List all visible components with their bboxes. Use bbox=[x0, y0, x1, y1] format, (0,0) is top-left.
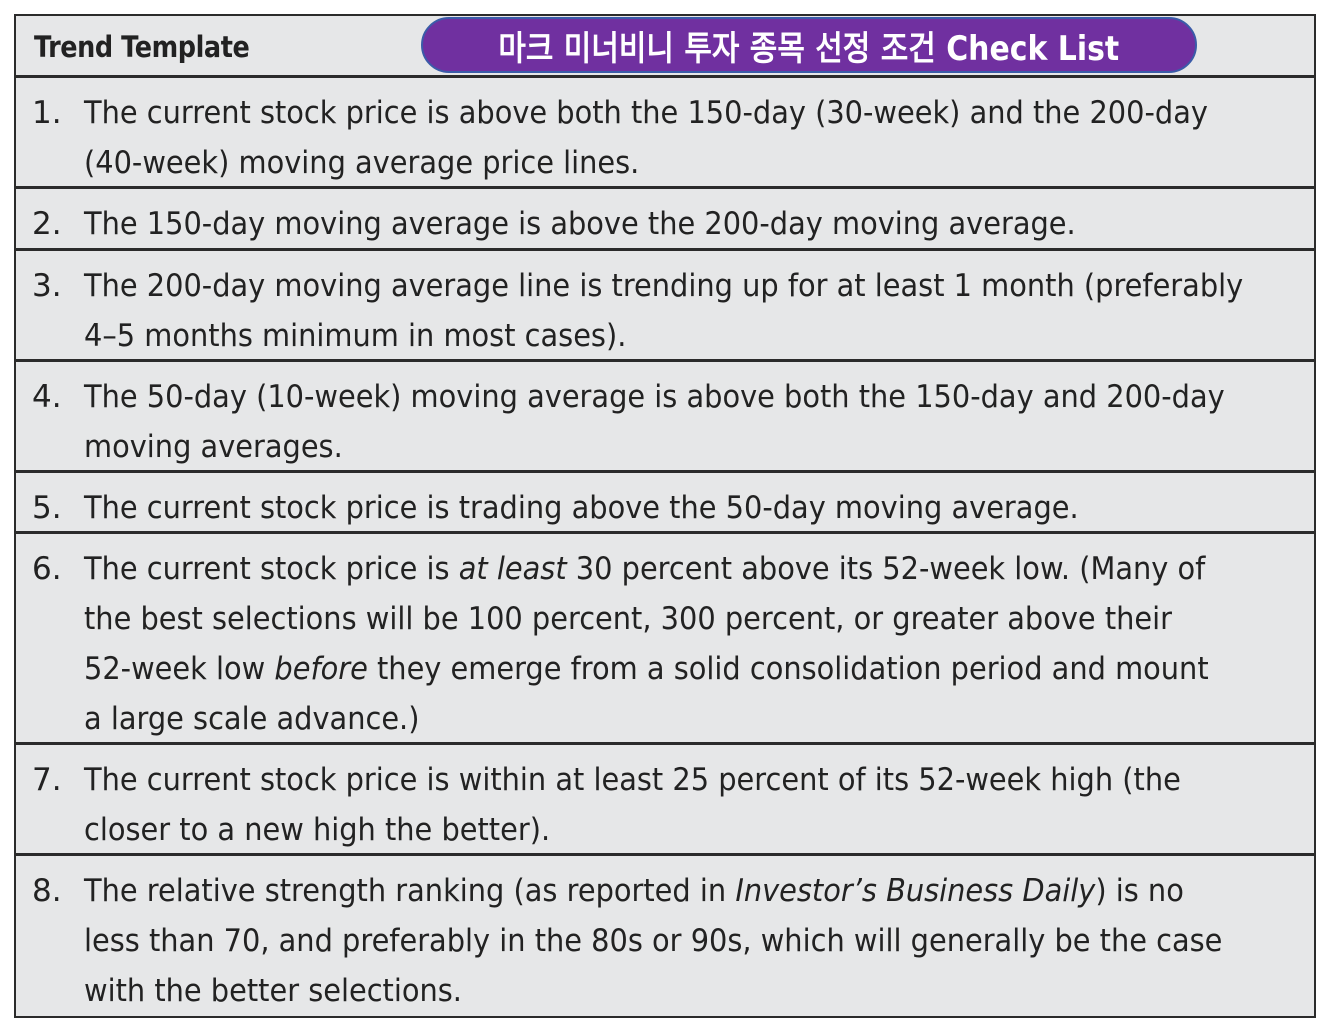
criterion-text: The 50-day (10-week) moving average is a… bbox=[84, 372, 1237, 472]
criterion-emphasis: at least bbox=[458, 551, 567, 587]
criterion-text: The 200-day moving average line is trend… bbox=[84, 261, 1244, 361]
criterion-line: 4–5 months minimum in most cases). bbox=[84, 318, 627, 354]
criterion-row-4: 4. The 50-day (10-week) moving average i… bbox=[16, 362, 1314, 473]
criterion-line: less than 70, and preferably in the 80s … bbox=[84, 923, 1223, 959]
criterion-text-segment: ) is no bbox=[1095, 873, 1184, 909]
criterion-emphasis: Investor’s Business Daily bbox=[735, 873, 1096, 909]
criterion-line: a large scale advance.) bbox=[84, 701, 420, 737]
criterion-line: The relative strength ranking (as report… bbox=[84, 866, 1237, 916]
table-header: Trend Template 마크 미너비니 투자 종목 선정 조건 Check… bbox=[16, 16, 1314, 78]
criterion-row-6: 6. The current stock price is at least 3… bbox=[16, 534, 1314, 745]
criterion-row-8: 8. The relative strength ranking (as rep… bbox=[16, 856, 1314, 1016]
checklist-title-text: 마크 미너비니 투자 종목 선정 조건 Check List bbox=[498, 28, 1120, 69]
criterion-line: The current stock price is trading above… bbox=[84, 490, 1079, 526]
criterion-number: 1. bbox=[32, 95, 62, 131]
criterion-line: the best selections will be 100 percent,… bbox=[84, 601, 1173, 637]
criterion-line: The 150-day moving average is above the … bbox=[84, 206, 1076, 242]
criterion-number: 5. bbox=[32, 490, 62, 526]
criterion-line: (40-week) moving average price lines. bbox=[84, 145, 640, 181]
criterion-row-3: 3. The 200-day moving average line is tr… bbox=[16, 251, 1314, 362]
criterion-text-segment: The current stock price is bbox=[84, 551, 459, 587]
table-title: Trend Template bbox=[34, 30, 250, 64]
criterion-line: The current stock price is within at lea… bbox=[84, 762, 1181, 798]
criterion-text-segment: 30 percent above its 52-week low. (Many … bbox=[566, 551, 1206, 587]
criterion-number: 4. bbox=[32, 379, 62, 415]
criterion-line: 52-week low before they emerge from a so… bbox=[84, 644, 1237, 694]
trend-template-table: Trend Template 마크 미너비니 투자 종목 선정 조건 Check… bbox=[14, 14, 1316, 1018]
criterion-row-1: 1. The current stock price is above both… bbox=[16, 78, 1314, 189]
criterion-text-segment: 52-week low bbox=[84, 651, 275, 687]
criterion-line: The current stock price is at least 30 p… bbox=[84, 544, 1237, 594]
criterion-row-5: 5. The current stock price is trading ab… bbox=[16, 473, 1314, 534]
criterion-row-7: 7. The current stock price is within at … bbox=[16, 745, 1314, 856]
criterion-emphasis: before bbox=[274, 651, 368, 687]
criterion-text: The current stock price is within at lea… bbox=[84, 755, 1237, 855]
criterion-number: 8. bbox=[32, 873, 62, 909]
criterion-number: 2. bbox=[32, 206, 62, 242]
criterion-number: 7. bbox=[32, 762, 62, 798]
criterion-line: The 200-day moving average line is trend… bbox=[84, 268, 1244, 304]
criterion-row-2: 2. The 150-day moving average is above t… bbox=[16, 189, 1314, 251]
criterion-line: with the better selections. bbox=[84, 973, 462, 1009]
criterion-line: The current stock price is above both th… bbox=[84, 95, 1208, 131]
criterion-text: The 150-day moving average is above the … bbox=[84, 199, 1237, 249]
criterion-number: 6. bbox=[32, 551, 62, 587]
criterion-text: The current stock price is trading above… bbox=[84, 483, 1237, 533]
criterion-text: The current stock price is at least 30 p… bbox=[84, 544, 1237, 744]
criterion-number: 3. bbox=[32, 268, 62, 304]
criterion-text-segment: The relative strength ranking (as report… bbox=[84, 873, 736, 909]
criterion-text: The current stock price is above both th… bbox=[84, 88, 1237, 188]
checklist-title-badge: 마크 미너비니 투자 종목 선정 조건 Check List bbox=[421, 17, 1197, 73]
criterion-line: moving averages. bbox=[84, 429, 343, 465]
criterion-line: closer to a new high the better). bbox=[84, 812, 551, 848]
criterion-text: The relative strength ranking (as report… bbox=[84, 866, 1237, 1016]
criterion-line: The 50-day (10-week) moving average is a… bbox=[84, 379, 1225, 415]
criterion-text-segment: they emerge from a solid consolidation p… bbox=[367, 651, 1209, 687]
